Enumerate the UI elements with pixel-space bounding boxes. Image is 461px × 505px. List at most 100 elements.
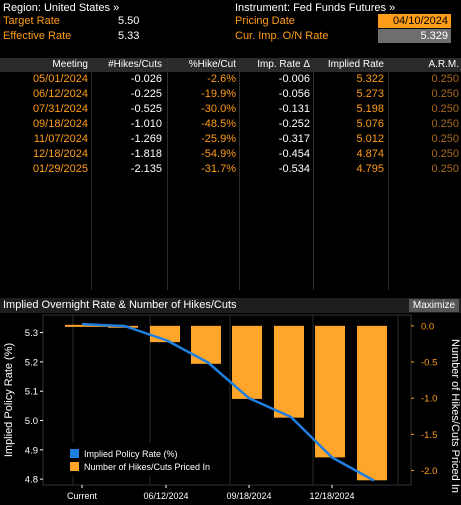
implied-rate-cell: 4.795 xyxy=(356,163,384,175)
bar xyxy=(274,325,304,418)
meeting-date: 12/18/2024 xyxy=(32,148,88,160)
x-tick-label: Current xyxy=(67,491,98,501)
target-rate-value: 5.50 xyxy=(118,15,140,27)
chart-title-bar: Implied Overnight Rate & Number of Hikes… xyxy=(0,298,461,313)
bar xyxy=(191,325,221,364)
left-axis-title: Implied Policy Rate (%) xyxy=(3,343,15,457)
imp-rate-delta-cell: -0.006 xyxy=(278,73,310,85)
cur-imp-rate-label: Cur. Imp. O/N Rate xyxy=(235,30,329,42)
bar xyxy=(357,325,387,481)
hikes-cuts-cell: -1.269 xyxy=(130,133,162,145)
instrument-selector[interactable]: Instrument: Fed Funds Futures » xyxy=(235,2,396,14)
maximize-button[interactable]: Maximize xyxy=(409,299,459,312)
hikes-cuts-cell: -2.135 xyxy=(130,163,162,175)
meeting-date: 06/12/2024 xyxy=(32,88,88,100)
x-tick-label: 06/12/2024 xyxy=(143,491,188,501)
col-pct-hike-cut[interactable]: %Hike/Cut xyxy=(188,59,236,70)
implied-rate-cell: 5.198 xyxy=(356,103,384,115)
hikes-cuts-cell: -0.026 xyxy=(130,73,162,85)
legend-swatch-bar xyxy=(70,462,79,471)
header-row-1: Region: United States » Instrument: Fed … xyxy=(0,0,461,16)
meeting-date: 11/07/2024 xyxy=(33,133,88,145)
table-row[interactable]: 12/18/2024 -1.818 -54.9% -0.454 4.874 0.… xyxy=(0,147,461,162)
left-tick-label: 5.3 xyxy=(25,328,38,339)
imp-rate-delta-cell: -0.534 xyxy=(278,163,310,175)
hikes-cuts-cell: -1.010 xyxy=(130,118,162,130)
cur-imp-rate-field[interactable]: 5.329 xyxy=(378,29,451,43)
x-tick-label: 12/18/2024 xyxy=(309,491,354,501)
region-selector[interactable]: Region: United States » xyxy=(3,2,120,14)
right-tick-label: -1.5 xyxy=(421,430,437,441)
implied-rate-cell: 5.273 xyxy=(356,88,384,100)
arm-cell: 0.250 xyxy=(431,103,459,115)
arm-cell: 0.250 xyxy=(431,148,459,160)
table-row[interactable]: 05/01/2024 -0.026 -2.6% -0.006 5.322 0.2… xyxy=(0,72,461,87)
arm-cell: 0.250 xyxy=(431,163,459,175)
implied-rate-cell: 5.076 xyxy=(356,118,384,130)
pct-hike-cut-cell: -30.0% xyxy=(201,103,236,115)
table-row[interactable]: 01/29/2025 -2.135 -31.7% -0.534 4.795 0.… xyxy=(0,162,461,177)
table-row[interactable]: 09/18/2024 -1.010 -48.5% -0.252 5.076 0.… xyxy=(0,117,461,132)
col-meeting[interactable]: Meeting xyxy=(52,59,88,70)
imp-rate-delta-cell: -0.252 xyxy=(278,118,310,130)
right-tick-label: 0.0 xyxy=(421,321,434,332)
effective-rate-value: 5.33 xyxy=(118,30,140,42)
col-arm[interactable]: A.R.M. xyxy=(428,59,459,70)
pct-hike-cut-cell: -19.9% xyxy=(201,88,236,100)
x-tick-label: 09/18/2024 xyxy=(226,491,271,501)
right-axis-title: Number of Hikes/Cuts Priced In xyxy=(449,339,461,493)
arm-cell: 0.250 xyxy=(431,133,459,145)
pct-hike-cut-cell: -25.9% xyxy=(201,133,236,145)
imp-rate-delta-cell: -0.454 xyxy=(278,148,310,160)
implied-rate-cell: 5.012 xyxy=(356,133,384,145)
header-row-3: Effective Rate 5.33 Cur. Imp. O/N Rate xyxy=(0,28,461,44)
arm-cell: 0.250 xyxy=(431,118,459,130)
chart-title: Implied Overnight Rate & Number of Hikes… xyxy=(3,299,237,311)
legend-label-bar: Number of Hikes/Cuts Priced In xyxy=(84,462,210,472)
left-tick-label: 5.0 xyxy=(25,416,38,427)
col-imp-rate-delta[interactable]: Imp. Rate Δ xyxy=(257,59,310,70)
implied-rate-chart: 5.3 5.2 5.1 5.0 4.9 4.8 0.0 -0.5 -1.0 -1.5 -2.0 Imp… xyxy=(3,314,461,501)
imp-rate-delta-cell: -0.317 xyxy=(278,133,310,145)
implied-rate-line xyxy=(81,322,375,482)
right-tick-label: -1.0 xyxy=(421,394,437,405)
table-row[interactable]: 06/12/2024 -0.225 -19.9% -0.056 5.273 0.… xyxy=(0,87,461,102)
left-tick-label: 5.1 xyxy=(25,387,38,398)
column-divider xyxy=(313,58,314,290)
imp-rate-delta-cell: -0.131 xyxy=(278,103,310,115)
effective-rate-label: Effective Rate xyxy=(3,30,72,42)
arm-cell: 0.250 xyxy=(431,88,459,100)
left-tick-label: 4.8 xyxy=(25,475,38,486)
bar xyxy=(315,325,345,458)
meeting-date: 07/31/2024 xyxy=(32,103,88,115)
target-rate-label: Target Rate xyxy=(3,15,60,27)
column-divider xyxy=(388,58,389,290)
right-tick-label: -0.5 xyxy=(421,358,437,369)
pricing-date-label: Pricing Date xyxy=(235,15,295,27)
column-divider xyxy=(91,58,92,290)
pct-hike-cut-cell: -54.9% xyxy=(201,148,236,160)
left-tick-label: 4.9 xyxy=(25,445,38,456)
table-header: Meeting #Hikes/Cuts %Hike/Cut Imp. Rate … xyxy=(0,58,461,72)
legend-swatch-line xyxy=(70,449,79,458)
table-row[interactable]: 07/31/2024 -0.525 -30.0% -0.131 5.198 0.… xyxy=(0,102,461,117)
col-implied-rate[interactable]: Implied Rate xyxy=(327,59,384,70)
legend-box xyxy=(61,442,211,477)
pct-hike-cut-cell: -48.5% xyxy=(201,118,236,130)
column-divider xyxy=(167,58,168,290)
pricing-date-field[interactable]: 04/10/2024 xyxy=(378,14,451,28)
hikes-cuts-cell: -0.525 xyxy=(130,103,162,115)
header-row-2: Target Rate 5.50 Pricing Date xyxy=(0,13,461,29)
col-hikes-cuts[interactable]: #Hikes/Cuts xyxy=(108,59,162,70)
column-divider xyxy=(239,58,240,290)
implied-rate-cell: 5.322 xyxy=(356,73,384,85)
arm-cell: 0.250 xyxy=(431,73,459,85)
meeting-date: 05/01/2024 xyxy=(32,73,88,85)
legend-label-line: Implied Policy Rate (%) xyxy=(84,449,178,459)
meeting-date: 01/29/2025 xyxy=(32,163,88,175)
table-row[interactable]: 11/07/2024 -1.269 -25.9% -0.317 5.012 0.… xyxy=(0,132,461,147)
hikes-cuts-cell: -1.818 xyxy=(130,148,162,160)
left-tick-label: 5.2 xyxy=(25,357,38,368)
pct-hike-cut-cell: -31.7% xyxy=(201,163,236,175)
implied-rate-cell: 4.874 xyxy=(356,148,384,160)
